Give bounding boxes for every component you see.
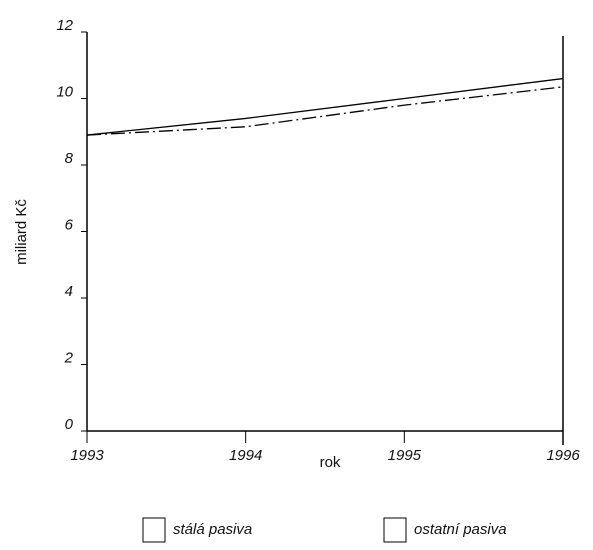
y-tick-label: 8 [65,150,74,167]
line-series [86,77,564,136]
y-tick-label: 12 [56,17,73,34]
y-tick-label: 10 [56,83,73,100]
x-tick-label: 1996 [546,447,580,464]
y-tick-label: 6 [65,216,74,233]
y-axis-label: miliard Kč [13,199,30,265]
x-tick-label: 1995 [388,447,422,464]
line-series [86,86,564,136]
y-tick-label: 0 [65,416,74,433]
legend-label: stálá pasiva [173,521,252,538]
legend-swatch [383,517,407,543]
legend-swatch [142,517,166,543]
legend-label: ostatní pasiva [414,521,507,538]
y-tick-label: 2 [64,349,74,366]
y-tick-label: 4 [65,283,73,300]
x-axis-label: rok [320,454,341,471]
x-tick-label: 1994 [229,447,262,464]
x-tick-label: 1993 [70,447,104,464]
